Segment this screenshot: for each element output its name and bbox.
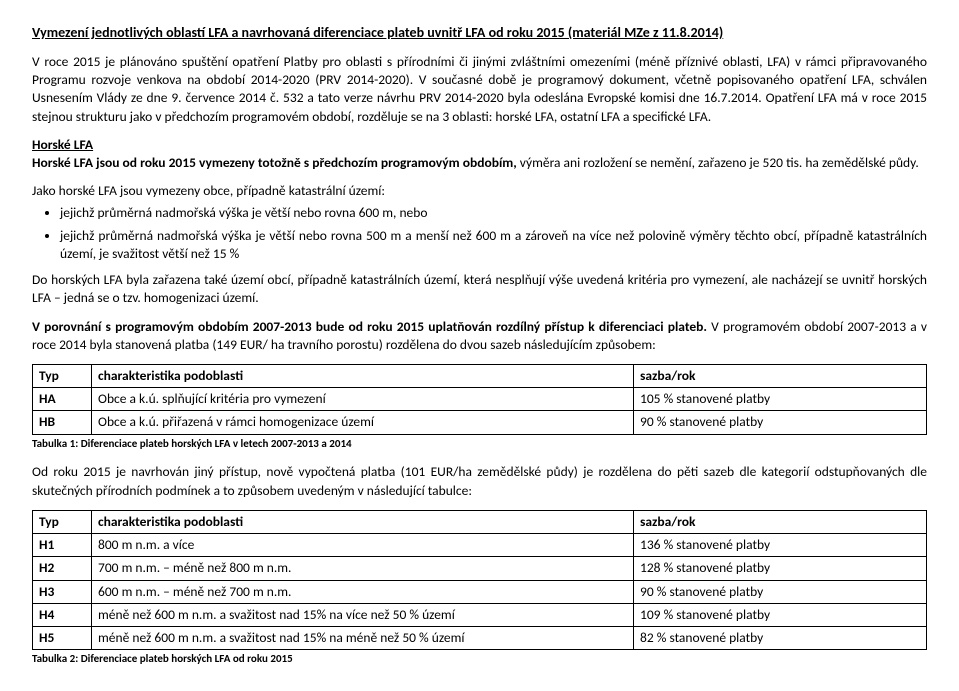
table-header: Typ [33,364,92,387]
table-row: HB Obce a k.ú. přiřazená v rámci homogen… [33,411,927,434]
intro-paragraph: V roce 2015 je plánováno spuštění opatře… [32,53,927,126]
table-row: HA Obce a k.ú. splňující kritéria pro vy… [33,388,927,411]
table-cell: 90 % stanovené platby [634,580,927,603]
horske-heading: Horské LFA [32,136,927,154]
horske-p1-bold: Horské LFA jsou od roku 2015 vymezeny to… [32,154,517,171]
table-1: Typ charakteristika podoblasti sazba/rok… [32,364,927,435]
table-cell: H4 [33,603,92,626]
table-header: charakteristika podoblasti [92,510,634,533]
table-cell: 600 m n.m. – méně než 700 m n.m. [92,580,634,603]
table-cell: Obce a k.ú. splňující kritéria pro vymez… [92,388,634,411]
table-cell: 90 % stanovené platby [634,411,927,434]
table-row: H2 700 m n.m. – méně než 800 m n.m. 128 … [33,557,927,580]
horske-p2: Jako horské LFA jsou vymezeny obce, příp… [32,182,927,200]
table-cell: Obce a k.ú. přiřazená v rámci homogeniza… [92,411,634,434]
table-cell: 105 % stanovené platby [634,388,927,411]
table-row: Typ charakteristika podoblasti sazba/rok [33,510,927,533]
porovnani-bold: V porovnání s programovým obdobím 2007-2… [32,318,707,335]
table-2-caption: Tabulka 2: Diferenciace plateb horských … [32,652,927,667]
table-header: sazba/rok [634,364,927,387]
porovnani-paragraph: V porovnání s programovým obdobím 2007-2… [32,318,927,354]
table-cell: 82 % stanovené platby [634,626,927,649]
table-header: sazba/rok [634,510,927,533]
table-cell: 128 % stanovené platby [634,557,927,580]
table-cell: HB [33,411,92,434]
table-row: H3 600 m n.m. – méně než 700 m n.m. 90 %… [33,580,927,603]
table-cell: méně než 600 m n.m. a svažitost nad 15% … [92,626,634,649]
table-cell: 800 m n.m. a více [92,534,634,557]
table-cell: HA [33,388,92,411]
table-header: charakteristika podoblasti [92,364,634,387]
table-cell: 136 % stanovené platby [634,534,927,557]
after-t1-paragraph: Od roku 2015 je navrhován jiný přístup, … [32,463,927,499]
table-row: H1 800 m n.m. a více 136 % stanovené pla… [33,534,927,557]
table-row: Typ charakteristika podoblasti sazba/rok [33,364,927,387]
table-cell: 109 % stanovené platby [634,603,927,626]
table-cell: méně než 600 m n.m. a svažitost nad 15% … [92,603,634,626]
table-cell: H5 [33,626,92,649]
horske-p1-rest: výměra ani rozložení se nemění, zařazeno… [517,154,919,171]
table-cell: 700 m n.m. – méně než 800 m n.m. [92,557,634,580]
horske-p1: Horské LFA jsou od roku 2015 vymezeny to… [32,154,927,172]
table-cell: H2 [33,557,92,580]
page-title: Vymezení jednotlivých oblastí LFA a navr… [32,24,927,43]
table-cell: H3 [33,580,92,603]
table-row: H4 méně než 600 m n.m. a svažitost nad 1… [33,603,927,626]
table-1-caption: Tabulka 1: Diferenciace plateb horských … [32,437,927,452]
table-2: Typ charakteristika podoblasti sazba/rok… [32,510,927,650]
table-cell: H1 [33,534,92,557]
horske-p3: Do horských LFA byla zařazena také území… [32,271,927,307]
list-item: jejichž průměrná nadmořská výška je větš… [60,227,927,263]
table-row: H5 méně než 600 m n.m. a svažitost nad 1… [33,626,927,649]
table-header: Typ [33,510,92,533]
list-item: jejichž průměrná nadmořská výška je větš… [60,204,927,222]
horske-bullets: jejichž průměrná nadmořská výška je větš… [32,204,927,263]
